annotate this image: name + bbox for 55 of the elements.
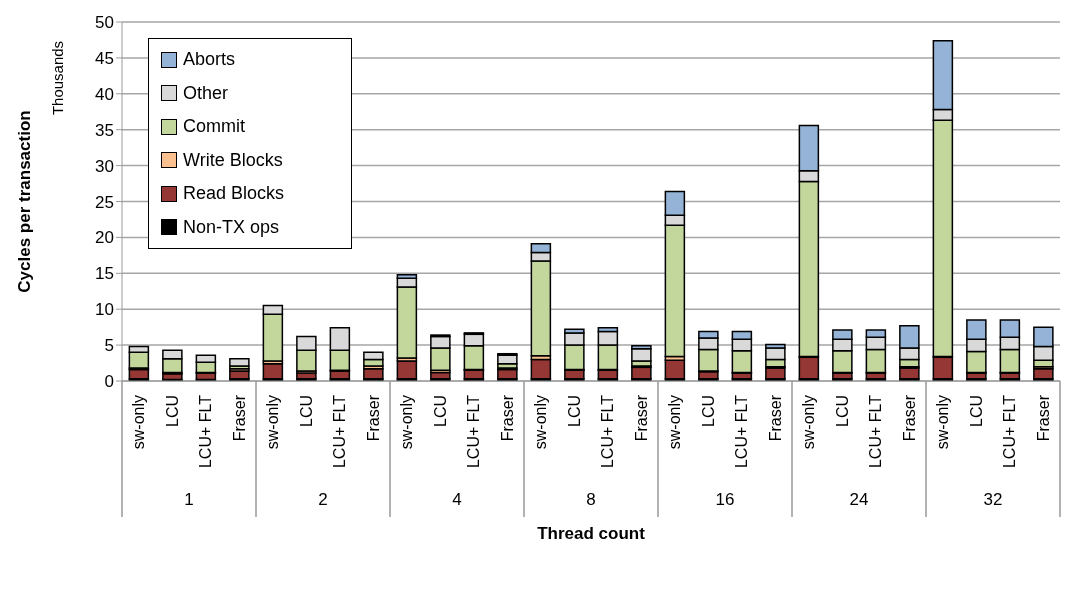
x-tick-label: sw-only (800, 395, 818, 450)
y-tick-label: 10 (95, 300, 114, 320)
x-tick-label: LCU+ FLT (599, 394, 617, 469)
x-tick-label: LCU (967, 395, 985, 428)
x-tick-label: Fraser (766, 394, 784, 442)
text: 4 (452, 490, 462, 509)
text: 24 (849, 490, 869, 509)
y-axis-title: Cycles per transaction (15, 110, 34, 293)
x-tick-label: LCU+ FLT (733, 394, 751, 469)
x-tick-label: LCU+ FLT (331, 394, 349, 469)
x-tick-label: LCU (833, 395, 851, 428)
x-tick-label: Fraser (1034, 394, 1052, 442)
text: 2 (318, 490, 328, 509)
y-tick-label: 40 (95, 84, 114, 104)
x-tick-label: LCU (565, 395, 583, 428)
legend-label: Aborts (183, 48, 236, 71)
x-tick-label: sw-only (130, 395, 148, 450)
y-tick-label: 30 (95, 156, 114, 176)
y-tick-label: 15 (95, 264, 114, 284)
x-tick-label: sw-only (532, 395, 550, 450)
x-tick-label: sw-only (666, 395, 684, 450)
x-tick-label: Fraser (230, 394, 248, 442)
y-tick-label: 45 (95, 48, 114, 68)
x-tick-label: LCU (699, 395, 717, 428)
y-tick-label: 20 (95, 228, 114, 248)
text: 8 (586, 490, 596, 509)
x-tick-label: sw-only (934, 395, 952, 450)
y-tick-label: 0 (104, 372, 114, 392)
x-tick-label: LCU+ FLT (867, 394, 885, 469)
x-tick-label: Fraser (498, 394, 516, 442)
text: Thousands (49, 40, 66, 116)
x-axis-title: Thread count (537, 524, 646, 543)
text: 1 (184, 490, 194, 509)
y-tick-label: 35 (95, 120, 114, 140)
x-tick-label: Fraser (632, 394, 650, 442)
legend-label: Write Blocks (183, 148, 283, 172)
x-tick-label: LCU+ FLT (1001, 394, 1019, 469)
legend-label: Read Blocks (183, 182, 285, 205)
x-tick-label: LCU (297, 395, 315, 428)
x-tick-label: LCU+ FLT (197, 394, 215, 469)
x-tick-label: sw-only (398, 395, 416, 450)
y-tick-label: 25 (95, 192, 114, 212)
text: 16 (715, 490, 735, 509)
x-tick-label: LCU+ FLT (465, 394, 483, 469)
y-tick-label: 5 (104, 336, 114, 356)
legend-label: Other (183, 81, 229, 105)
x-tick-label: sw-only (264, 395, 282, 450)
x-tick-label: Fraser (900, 394, 918, 442)
legend-label: Commit (183, 115, 245, 138)
text: 32 (983, 490, 1003, 509)
y-tick-label: 50 (95, 13, 114, 33)
x-tick-label: Fraser (364, 394, 382, 442)
legend-label: Non-TX ops (183, 215, 280, 239)
x-tick-label: LCU (431, 395, 449, 428)
x-tick-label: LCU (163, 395, 181, 428)
